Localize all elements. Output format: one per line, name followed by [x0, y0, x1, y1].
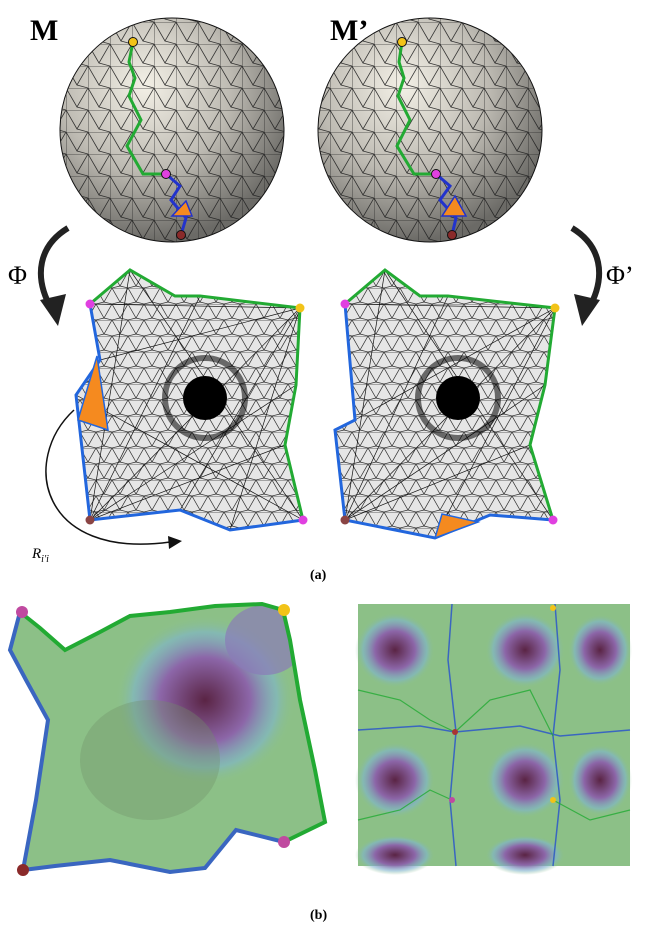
- caption-b: (b): [310, 908, 328, 923]
- map-arrow-right: [570, 225, 603, 326]
- cut-path-green-left: [125, 41, 166, 176]
- tile-cone-red: [452, 729, 458, 735]
- highlight-triangle-flat-right: [433, 513, 481, 540]
- caption-a: (a): [310, 568, 327, 583]
- mesh-right-label: M’: [330, 14, 368, 47]
- tex-boundary-blue: [7, 611, 285, 875]
- cut-path-blue-left: [165, 172, 188, 236]
- map-left-label: Φ: [8, 261, 27, 290]
- map-arrow-left: [37, 225, 70, 326]
- tex-boundary-green: [18, 601, 328, 844]
- tiled-texture: [355, 603, 632, 875]
- cone-point-darkred-right: [447, 230, 457, 240]
- mesh-left-label: M: [30, 14, 58, 47]
- cone-point-darkred-left: [176, 230, 186, 240]
- cone-yellow-flat-right: [550, 303, 560, 313]
- textured-chart: [7, 601, 328, 876]
- tex-cone-magenta-bottom: [278, 836, 290, 848]
- cone-magenta-flat-left-bottom: [298, 515, 308, 525]
- cone-magenta-flat-right-bottom: [548, 515, 558, 525]
- tex-cone-magenta-top: [16, 606, 28, 618]
- cone-darkred-flat-right: [340, 515, 350, 525]
- cone-point-yellow-right: [397, 37, 407, 47]
- mesh-sphere-right: [317, 17, 543, 243]
- cone-darkred-flat-left: [85, 515, 95, 525]
- tile-cone-magenta: [449, 797, 455, 803]
- highlight-triangle-right: [440, 194, 468, 217]
- cone-magenta-flat-right-top: [340, 299, 350, 309]
- rotation-label: Ri′i: [31, 546, 49, 565]
- boundary-green-left: [89, 268, 305, 521]
- parameterization-left: [74, 268, 308, 532]
- mesh-sphere-left: [59, 17, 285, 243]
- highlight-triangle-left: [170, 199, 194, 217]
- rotation-arrow: [45, 409, 182, 549]
- tex-cone-yellow: [278, 604, 290, 616]
- tile-cone-yellow-2: [550, 797, 556, 803]
- parameterization-right: [333, 268, 560, 540]
- cone-point-magenta-left: [161, 169, 171, 179]
- tile-cone-yellow-1: [550, 605, 556, 611]
- cone-point-yellow-left: [128, 37, 138, 47]
- tex-cone-darkred: [17, 864, 29, 876]
- cone-magenta-flat-left-top: [85, 299, 95, 309]
- boundary-green-right: [344, 268, 557, 521]
- cone-yellow-flat-left: [295, 303, 305, 313]
- map-right-label: Φ’: [606, 261, 634, 290]
- highlight-triangle-flat-left: [77, 355, 109, 432]
- cut-path-blue-right: [435, 172, 458, 236]
- cut-path-green-right: [395, 41, 436, 176]
- cone-point-magenta-right: [431, 169, 441, 179]
